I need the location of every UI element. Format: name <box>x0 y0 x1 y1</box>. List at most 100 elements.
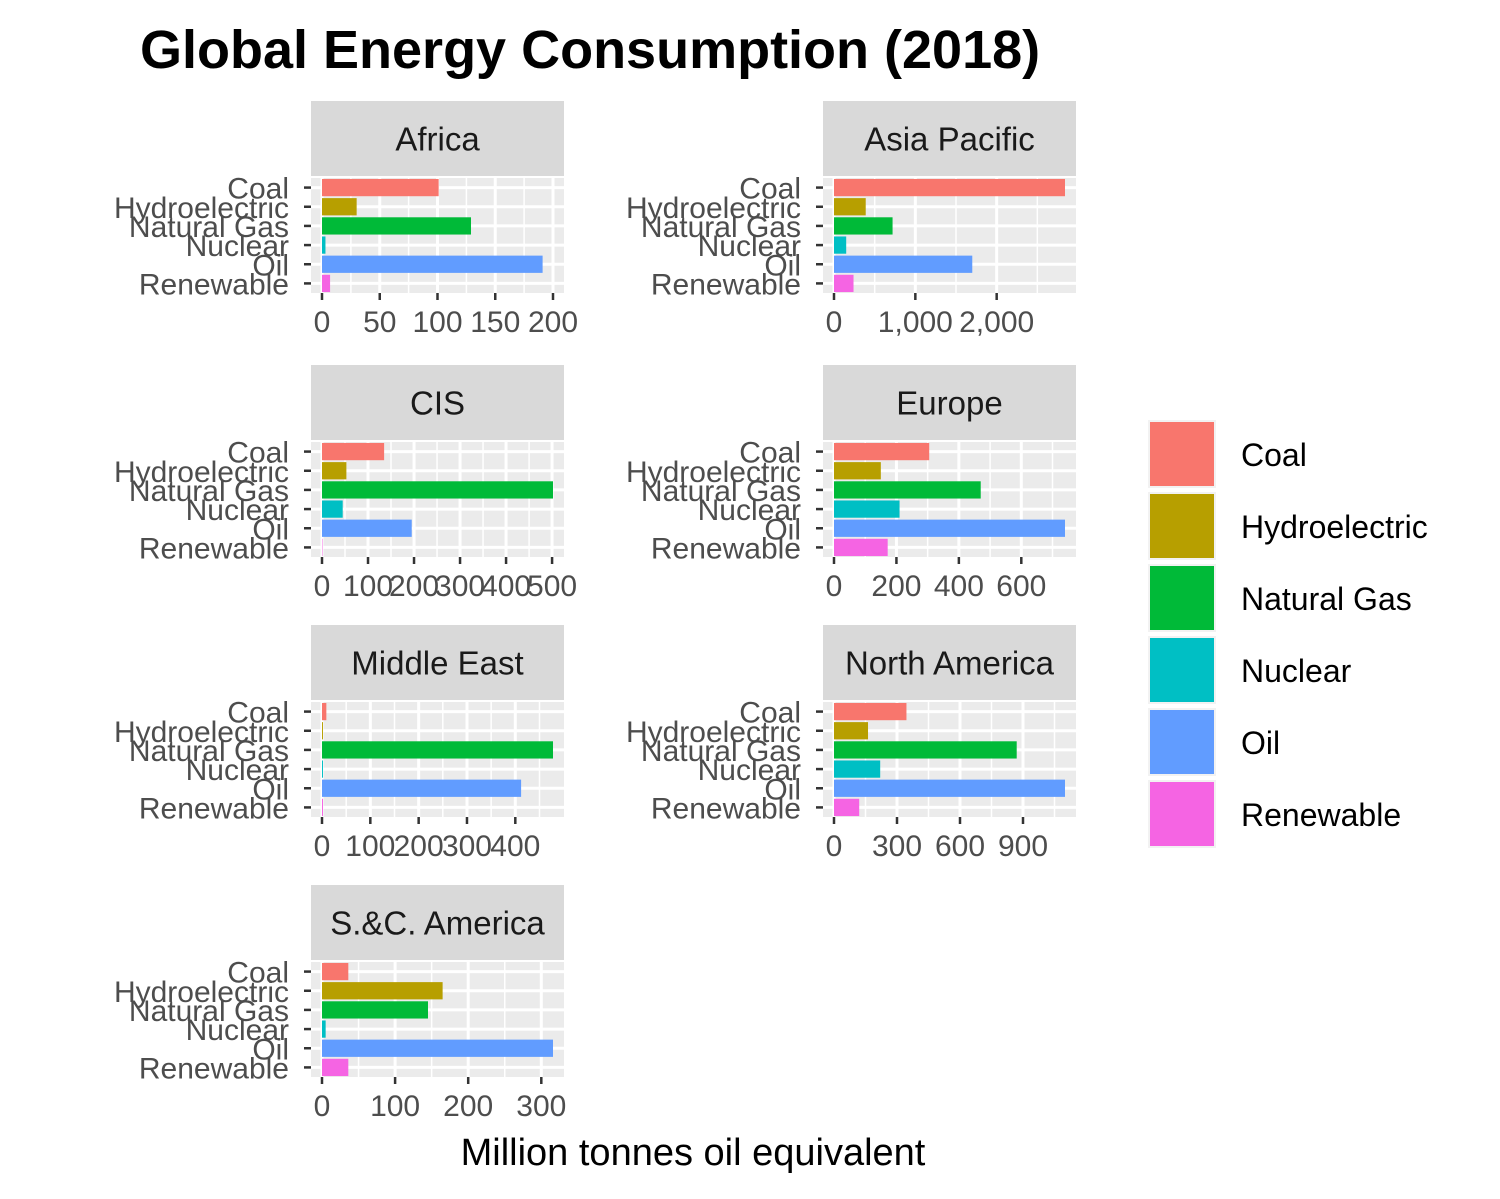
legend-label: Coal <box>1241 437 1307 473</box>
chart-title: Global Energy Consumption (2018) <box>140 20 1040 80</box>
x-tick-label: 100 <box>370 1090 420 1123</box>
bar-africa-coal <box>322 178 439 197</box>
bar-s-c-america-natural-gas <box>322 1001 428 1019</box>
bar-asia-pacific-renewable <box>834 274 854 293</box>
x-tick-label: 400 <box>490 830 540 863</box>
y-tick-label: Nuclear <box>186 1014 289 1047</box>
y-tick-label: Oil <box>252 513 289 546</box>
bar-cis-nuclear <box>322 500 343 518</box>
y-tick-label: Coal <box>739 697 801 730</box>
x-tick-label: 50 <box>363 306 396 339</box>
facet-strip-middle-east <box>311 625 564 700</box>
bar-africa-nuclear <box>322 236 326 254</box>
legend-label: Oil <box>1241 725 1280 761</box>
x-tick-label: 200 <box>394 830 444 863</box>
facet-strip-label-africa: Africa <box>395 121 480 158</box>
bar-s-c-america-oil <box>322 1039 553 1057</box>
bar-europe-natural-gas <box>834 481 981 499</box>
x-tick-label: 1,000 <box>878 306 953 339</box>
bar-africa-natural-gas <box>322 217 471 235</box>
y-tick-label: Coal <box>739 173 801 206</box>
y-tick-label: Renewable <box>651 532 801 565</box>
facet-strip-asia-pacific <box>823 101 1076 176</box>
y-tick-label: Nuclear <box>186 494 289 527</box>
x-tick-label: 200 <box>443 1090 493 1123</box>
x-tick-label: 600 <box>935 830 985 863</box>
x-tick-label: 300 <box>442 830 492 863</box>
legend-item-natural-gas: Natural Gas <box>1148 564 1412 632</box>
x-tick-label: 0 <box>826 830 843 863</box>
y-tick-label: Hydroelectric <box>626 456 801 489</box>
facet-strip-cis <box>311 365 564 440</box>
x-tick-label: 100 <box>345 830 395 863</box>
x-tick-label: 0 <box>314 830 331 863</box>
y-tick-label: Oil <box>764 249 801 282</box>
legend-label: Nuclear <box>1241 653 1352 689</box>
bar-north-america-oil <box>834 779 1065 797</box>
y-tick-label: Nuclear <box>698 230 801 263</box>
facet-strip-label-middle-east: Middle East <box>351 645 523 682</box>
bar-s-c-america-renewable <box>322 1058 349 1077</box>
bar-africa-hydroelectric <box>322 198 357 216</box>
bar-asia-pacific-nuclear <box>834 236 847 254</box>
facet-strip-label-north-america: North America <box>845 645 1055 682</box>
y-tick-label: Renewable <box>139 268 289 301</box>
bar-middle-east-nuclear <box>322 760 323 778</box>
legend-item-nuclear: Nuclear <box>1148 636 1352 704</box>
y-tick-label: Hydroelectric <box>114 716 289 749</box>
y-tick-label: Natural Gas <box>641 475 801 508</box>
x-tick-label: 0 <box>826 570 843 603</box>
x-tick-label: 300 <box>516 1090 566 1123</box>
legend-swatch <box>1150 422 1214 486</box>
x-tick-label: 400 <box>481 570 531 603</box>
bar-asia-pacific-natural-gas <box>834 217 893 235</box>
bar-s-c-america-hydroelectric <box>322 982 443 1000</box>
y-tick-label: Renewable <box>139 532 289 565</box>
y-tick-label: Renewable <box>651 792 801 825</box>
bar-europe-nuclear <box>834 500 900 518</box>
x-tick-label: 2,000 <box>959 306 1034 339</box>
bar-s-c-america-nuclear <box>322 1020 326 1038</box>
y-tick-label: Oil <box>764 773 801 806</box>
x-tick-label: 0 <box>314 570 331 603</box>
x-tick-label: 0 <box>314 306 331 339</box>
y-tick-label: Coal <box>227 957 289 990</box>
x-tick-label: 300 <box>435 570 485 603</box>
facet-strip-label-europe: Europe <box>896 385 1002 422</box>
y-tick-label: Natural Gas <box>129 211 289 244</box>
bar-cis-hydroelectric <box>322 462 347 480</box>
bar-cis-coal <box>322 442 385 461</box>
bar-north-america-coal <box>834 702 907 721</box>
x-tick-label: 500 <box>527 570 577 603</box>
y-tick-label: Nuclear <box>186 754 289 787</box>
y-tick-label: Nuclear <box>698 494 801 527</box>
bar-middle-east-coal <box>322 702 327 721</box>
y-tick-label: Oil <box>252 1033 289 1066</box>
y-tick-label: Coal <box>739 437 801 470</box>
y-tick-label: Oil <box>252 249 289 282</box>
legend-item-renewable: Renewable <box>1148 780 1401 848</box>
bar-cis-natural-gas <box>322 481 553 499</box>
facet-strip-s-c-america <box>311 885 564 960</box>
y-tick-label: Nuclear <box>186 230 289 263</box>
y-tick-label: Hydroelectric <box>114 456 289 489</box>
bar-middle-east-renewable <box>322 798 323 817</box>
y-tick-label: Coal <box>227 697 289 730</box>
bar-north-america-renewable <box>834 798 860 817</box>
y-tick-label: Coal <box>227 437 289 470</box>
legend-label: Natural Gas <box>1241 581 1412 617</box>
y-tick-label: Renewable <box>139 792 289 825</box>
legend-label: Renewable <box>1241 797 1401 833</box>
bar-middle-east-oil <box>322 779 522 797</box>
bar-north-america-natural-gas <box>834 741 1017 759</box>
y-tick-label: Natural Gas <box>641 211 801 244</box>
bar-asia-pacific-coal <box>834 178 1065 197</box>
x-tick-label: 0 <box>826 306 843 339</box>
facet-strip-north-america <box>823 625 1076 700</box>
